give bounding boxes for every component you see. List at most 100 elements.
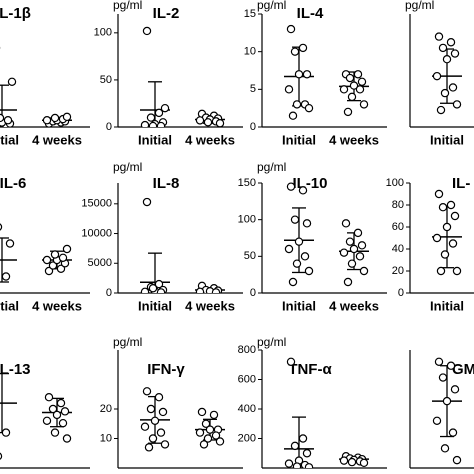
data-point <box>201 419 211 428</box>
data-point <box>146 113 156 122</box>
panel: pg/ml IL-4 0 5 10 15 Initial 4 weeks <box>244 0 387 147</box>
data-point <box>294 237 304 246</box>
data-point <box>345 237 355 246</box>
data-point <box>302 449 312 458</box>
data-point <box>148 434 158 443</box>
data-point <box>302 70 312 79</box>
data-point <box>290 47 300 56</box>
data-point <box>5 239 15 248</box>
unit-label: pg/ml <box>113 160 142 174</box>
data-point <box>339 248 349 257</box>
data-point <box>160 103 170 113</box>
data-point <box>50 113 60 123</box>
y-tick-label: 20 <box>392 265 404 277</box>
data-point <box>50 250 60 259</box>
panel-title: IL- <box>452 175 470 192</box>
y-tick-label: 400 <box>238 403 256 415</box>
y-tick-label: 5 <box>250 83 256 95</box>
data-point <box>158 407 168 417</box>
data-point <box>359 458 369 468</box>
data-point <box>438 373 448 382</box>
data-point <box>442 396 452 406</box>
y-tick-label: 40 <box>392 243 404 255</box>
x-tick-label: 4 weeks <box>32 298 82 313</box>
unit-label: pg/ml <box>257 0 286 12</box>
data-point <box>450 385 460 394</box>
data-point <box>62 244 72 254</box>
unit-label: pg/ml <box>257 335 286 349</box>
unit-label: pg/ml <box>113 0 142 12</box>
data-point <box>58 253 68 262</box>
data-point <box>357 241 367 250</box>
group <box>42 112 72 127</box>
x-tick-label: Initial <box>282 298 316 313</box>
data-point <box>209 410 219 420</box>
group <box>195 407 225 449</box>
y-tick-label: 0 <box>250 121 256 133</box>
group <box>140 197 170 293</box>
data-point <box>304 463 314 468</box>
y-tick-label: 0 <box>398 287 404 299</box>
y-tick-label: 10 <box>244 46 256 58</box>
data-point <box>349 81 359 90</box>
x-tick-label: Initial <box>282 132 316 147</box>
panel-title: IL-6 <box>0 175 26 192</box>
data-point <box>448 239 458 248</box>
data-point <box>355 252 365 261</box>
group <box>339 452 369 468</box>
data-point <box>452 100 462 109</box>
data-point <box>7 77 17 87</box>
y-tick-label: 150 <box>238 177 256 189</box>
x-tick-label: Initial <box>430 132 464 147</box>
data-point <box>448 83 458 92</box>
data-point <box>286 24 296 34</box>
x-tick-label: 4 weeks <box>32 132 82 147</box>
panel: IL-020406080100Initial4 weeks <box>386 175 474 313</box>
y-tick-label: 100 <box>94 27 112 39</box>
data-point <box>203 118 213 127</box>
data-point <box>156 121 166 127</box>
data-point <box>440 250 450 259</box>
data-point <box>442 222 452 232</box>
group <box>42 393 72 443</box>
data-point <box>142 26 152 36</box>
data-point <box>52 410 62 420</box>
data-point <box>446 361 456 370</box>
data-point <box>343 277 353 287</box>
y-tick-label: 0 <box>106 287 112 299</box>
y-tick-label: 80 <box>392 199 404 211</box>
y-tick-label: 0 <box>250 287 256 299</box>
data-point <box>211 431 221 440</box>
unit-label: pg/ml <box>257 160 286 174</box>
data-point <box>446 200 456 210</box>
y-tick-label: 100 <box>238 214 256 226</box>
data-point <box>452 455 462 465</box>
group <box>42 244 72 276</box>
y-tick-label: 10000 <box>81 227 112 239</box>
data-point <box>42 416 52 425</box>
data-point <box>146 404 156 414</box>
data-point <box>288 277 298 287</box>
data-point <box>347 259 357 268</box>
panel-title: IL-13 <box>0 361 31 378</box>
data-point <box>288 111 298 120</box>
data-point <box>450 211 460 221</box>
data-point <box>205 425 215 434</box>
data-point <box>42 255 52 265</box>
x-tick-label: 4 weeks <box>185 298 235 313</box>
x-tick-label: Initial <box>138 132 172 147</box>
panel: IL-13Initial4 weeks <box>0 361 90 474</box>
group <box>195 281 225 293</box>
panel: GMInitial4 weeks <box>409 350 474 474</box>
data-point <box>215 119 225 127</box>
data-point <box>56 398 66 408</box>
panel-title: IL-10 <box>292 175 327 192</box>
data-point <box>140 422 150 431</box>
x-tick-label: Initial <box>430 298 464 313</box>
data-point <box>58 418 68 428</box>
data-point <box>0 113 5 123</box>
group <box>284 24 314 120</box>
data-point <box>1 272 11 281</box>
